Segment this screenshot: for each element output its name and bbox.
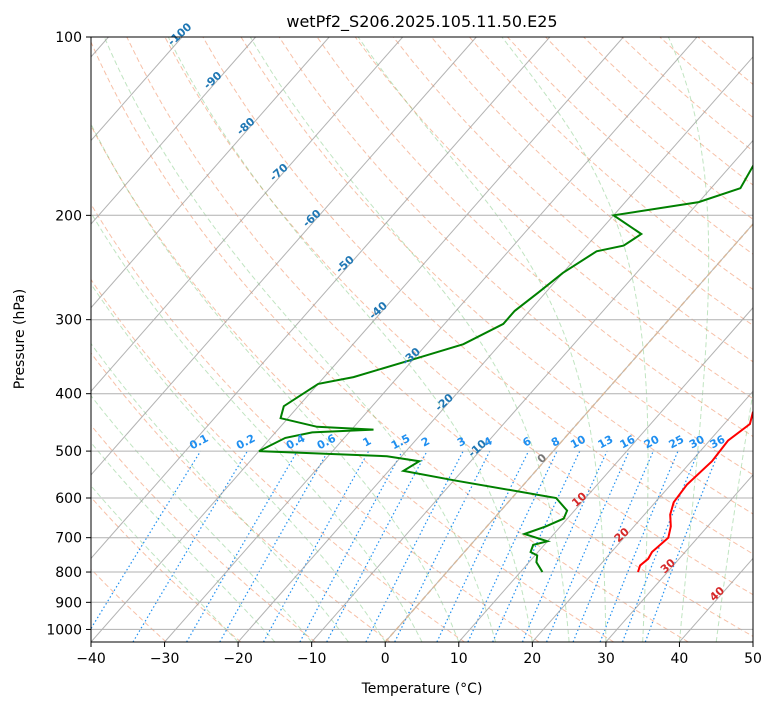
dry-adiabat <box>91 424 316 642</box>
y-tick-label: 500 <box>55 444 82 460</box>
dry-adiabat <box>392 37 753 363</box>
mixing-ratio-line <box>599 450 679 642</box>
isotherm-line <box>91 37 551 560</box>
moist-adiabat <box>91 394 313 642</box>
dry-adiabat <box>431 37 753 326</box>
x-tick-label: 30 <box>597 651 615 667</box>
dry-adiabat <box>126 37 753 637</box>
mixing-ratio-line <box>299 450 403 642</box>
mixing-ratio-line <box>546 450 630 642</box>
mixing-ratio-label: 20 <box>642 433 662 452</box>
moist-adiabat <box>103 37 497 642</box>
moist-adiabat <box>91 123 460 642</box>
dry-adiabat <box>91 40 689 642</box>
x-tick-label: 0 <box>381 651 390 667</box>
y-tick-label: 200 <box>55 208 82 224</box>
isotherm-line <box>91 37 183 142</box>
profile-series <box>258 163 753 573</box>
mixing-ratio-line <box>622 450 700 642</box>
moist-adiabat <box>91 441 276 642</box>
isotherm-line <box>91 37 256 225</box>
isotherm-line <box>605 474 753 642</box>
mixing-ratio-label: 16 <box>618 433 638 452</box>
mixing-ratio-line <box>521 450 608 642</box>
mixing-ratio-label: 10 <box>568 433 588 452</box>
dry-adiabat <box>91 124 614 642</box>
mixing-ratio-line <box>262 450 370 642</box>
mixing-ratio-line <box>219 450 329 642</box>
mixing-ratio-label: 30 <box>687 433 707 452</box>
moist-adiabat <box>91 211 423 642</box>
plot-frame <box>90 36 754 643</box>
moist-adiabat <box>91 282 386 642</box>
dry-adiabat <box>240 37 753 515</box>
isotherm-line <box>164 37 698 642</box>
x-tick-label: −20 <box>223 651 253 667</box>
dry-adiabat <box>316 37 753 438</box>
dry-adiabat <box>164 37 753 596</box>
x-tick-label: −10 <box>297 651 327 667</box>
moist-adiabat <box>501 37 649 642</box>
moist-adiabat <box>91 485 239 642</box>
isotherm-line <box>91 37 404 392</box>
dry-adiabat <box>278 37 753 476</box>
y-tick-label: 700 <box>55 531 82 547</box>
isotherm-line <box>91 37 624 642</box>
y-tick-label: 900 <box>55 595 82 611</box>
isotherm-line <box>237 56 753 642</box>
isotherm-line <box>91 37 330 309</box>
x-tick-label: 10 <box>450 651 468 667</box>
mixing-ratio-label: 36 <box>708 433 728 452</box>
y-tick-label: 1000 <box>46 622 82 638</box>
isotherm-line <box>91 37 477 476</box>
y-tick-label: 300 <box>55 313 82 329</box>
mixing-ratio-label: 25 <box>667 433 687 452</box>
zero-isotherm <box>384 222 753 642</box>
x-tick-label: 20 <box>523 651 541 667</box>
moist-adiabat <box>667 37 710 642</box>
x-tick-label: 50 <box>744 651 762 667</box>
y-tick-label: 800 <box>55 565 82 581</box>
y-tick-label: 600 <box>55 491 82 507</box>
moist-adiabat <box>715 389 753 642</box>
dry-adiabat <box>202 37 753 555</box>
isotherm-line <box>531 390 753 642</box>
dry-adiabat <box>91 203 540 642</box>
x-axis-label: Temperature (°C) <box>361 681 483 697</box>
x-tick-label: −40 <box>76 651 106 667</box>
mixing-ratio-line <box>644 450 720 642</box>
x-tick-label: 40 <box>670 651 688 667</box>
background-lines <box>91 37 753 642</box>
mixing-ratio-line <box>572 450 654 642</box>
y-tick-label: 400 <box>55 387 82 403</box>
mixing-ratio-line <box>365 450 464 642</box>
chart-title: wetPf2_S206.2025.105.11.50.E25 <box>286 12 557 32</box>
axes: −40 −30 −20 −10 0 10 20 30 40 50 100 200 300 400 500 60… <box>46 30 762 667</box>
moist-adiabat <box>167 37 533 642</box>
isotherm-line <box>311 139 753 642</box>
moist-adiabat <box>249 37 570 642</box>
mixing-ratio-line <box>91 450 202 630</box>
moist-adiabat <box>357 37 607 642</box>
y-tick-label: 100 <box>55 30 82 46</box>
mixing-ratio-label: 13 <box>596 433 616 452</box>
y-axis-label: Pressure (hPa) <box>12 289 28 389</box>
mixing-ratio-line <box>326 450 428 642</box>
x-tick-label: −30 <box>150 651 180 667</box>
grid-lines <box>91 37 753 642</box>
mixing-ratio-line <box>394 450 491 642</box>
dry-adiabat <box>91 278 465 642</box>
dewpoint-profile <box>258 163 753 573</box>
temperature-profile <box>637 410 753 573</box>
